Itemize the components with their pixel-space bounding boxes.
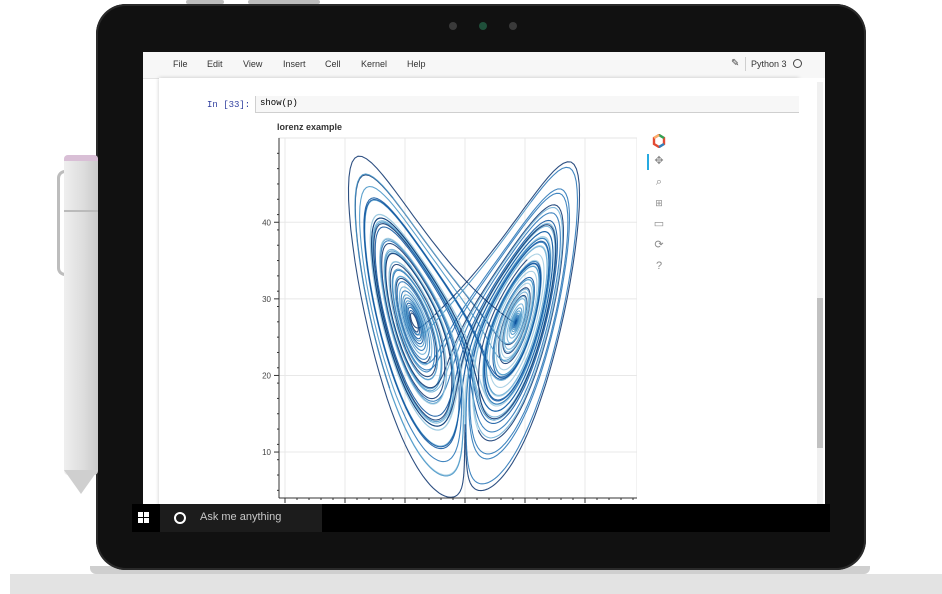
kernel-status-icon (793, 59, 802, 68)
y-tick-label: 30 (262, 295, 271, 304)
trajectory-segment (402, 201, 532, 348)
notebook-menubar: File Edit View Insert Cell Kernel Help ✎… (143, 52, 825, 79)
y-tick-label: 20 (262, 371, 271, 380)
kernel-divider (745, 57, 746, 71)
trajectory-segment (359, 185, 540, 411)
trajectory-segment (512, 314, 520, 330)
trajectory-segment (503, 291, 529, 350)
trajectory-segment (379, 237, 465, 415)
trajectory-segment (488, 253, 545, 388)
trajectory-segment (469, 240, 550, 402)
help-icon[interactable]: ? (655, 260, 663, 272)
power-button (248, 0, 320, 4)
plot-title: lorenz example (277, 122, 343, 132)
cortana-icon (174, 512, 186, 524)
notebook-container: In [33]: show(p) ↖ lorenz example -30-20… (159, 78, 807, 532)
screen: File Edit View Insert Cell Kernel Help ✎… (143, 52, 825, 532)
y-tick-label: 40 (262, 218, 271, 227)
menu-cell[interactable]: Cell (325, 59, 341, 69)
menu-view[interactable]: View (243, 59, 263, 69)
pen-tip (64, 470, 98, 494)
menu-kernel[interactable]: Kernel (361, 59, 388, 69)
scrollbar-thumb[interactable] (817, 298, 823, 448)
menu-insert[interactable]: Insert (283, 59, 306, 69)
pencil-icon[interactable]: ✎ (731, 58, 740, 69)
pan-icon[interactable]: ✥ (647, 154, 666, 170)
trajectory-segment (371, 217, 557, 427)
trajectory-segment (381, 242, 446, 400)
box-zoom-icon[interactable]: ⊞ (655, 198, 663, 208)
desk-surface (10, 574, 942, 594)
menu-file[interactable]: File (173, 59, 188, 69)
trajectory-segment (392, 197, 535, 363)
device-base (90, 566, 870, 574)
cortana-search-box[interactable]: Ask me anything (160, 504, 322, 532)
y-tick-label: 10 (262, 448, 271, 457)
windows-taskbar: Ask me anything (132, 504, 830, 532)
lorenz-plot[interactable]: -30-20-10010203010203040 (257, 130, 637, 530)
trajectory-segment (363, 198, 554, 448)
bokeh-logo-icon[interactable] (652, 133, 666, 149)
trajectory-segment (373, 204, 564, 442)
trajectory-segment (383, 206, 563, 439)
wheel-zoom-icon[interactable]: ⌕ (655, 176, 663, 188)
plot-toolbar: ✥ ⌕ ⊞ ▭ ⟳ ? (647, 133, 669, 274)
trajectory-segment (380, 212, 561, 463)
trajectory-segment (374, 219, 558, 424)
light-sensor-icon (509, 22, 517, 30)
reset-icon[interactable]: ⟳ (654, 239, 664, 251)
trajectory-segment (394, 275, 439, 381)
stylus-pen (64, 155, 98, 475)
code-text[interactable]: show(p) (260, 98, 298, 108)
trajectory-segment (396, 281, 436, 373)
menu-edit[interactable]: Edit (207, 59, 223, 69)
save-icon[interactable]: ▭ (653, 218, 665, 230)
trajectory-segment (408, 161, 581, 492)
trajectory-segment (405, 302, 424, 345)
lorenz-trajectory (347, 155, 581, 498)
windows-start-icon[interactable] (138, 512, 150, 524)
camera-sensor-icon (449, 22, 457, 30)
code-cell[interactable]: show(p) (255, 96, 803, 113)
kernel-name: Python 3 (751, 59, 787, 69)
camera-lens-icon (479, 22, 487, 30)
pen-cap (64, 155, 98, 161)
menu-help[interactable]: Help (407, 59, 426, 69)
cell-prompt: In [33]: (207, 100, 251, 110)
pen-band (64, 210, 98, 212)
volume-button (186, 0, 224, 4)
search-placeholder: Ask me anything (200, 511, 282, 523)
trajectory-segment (465, 166, 579, 485)
trajectory-segment (508, 307, 523, 335)
